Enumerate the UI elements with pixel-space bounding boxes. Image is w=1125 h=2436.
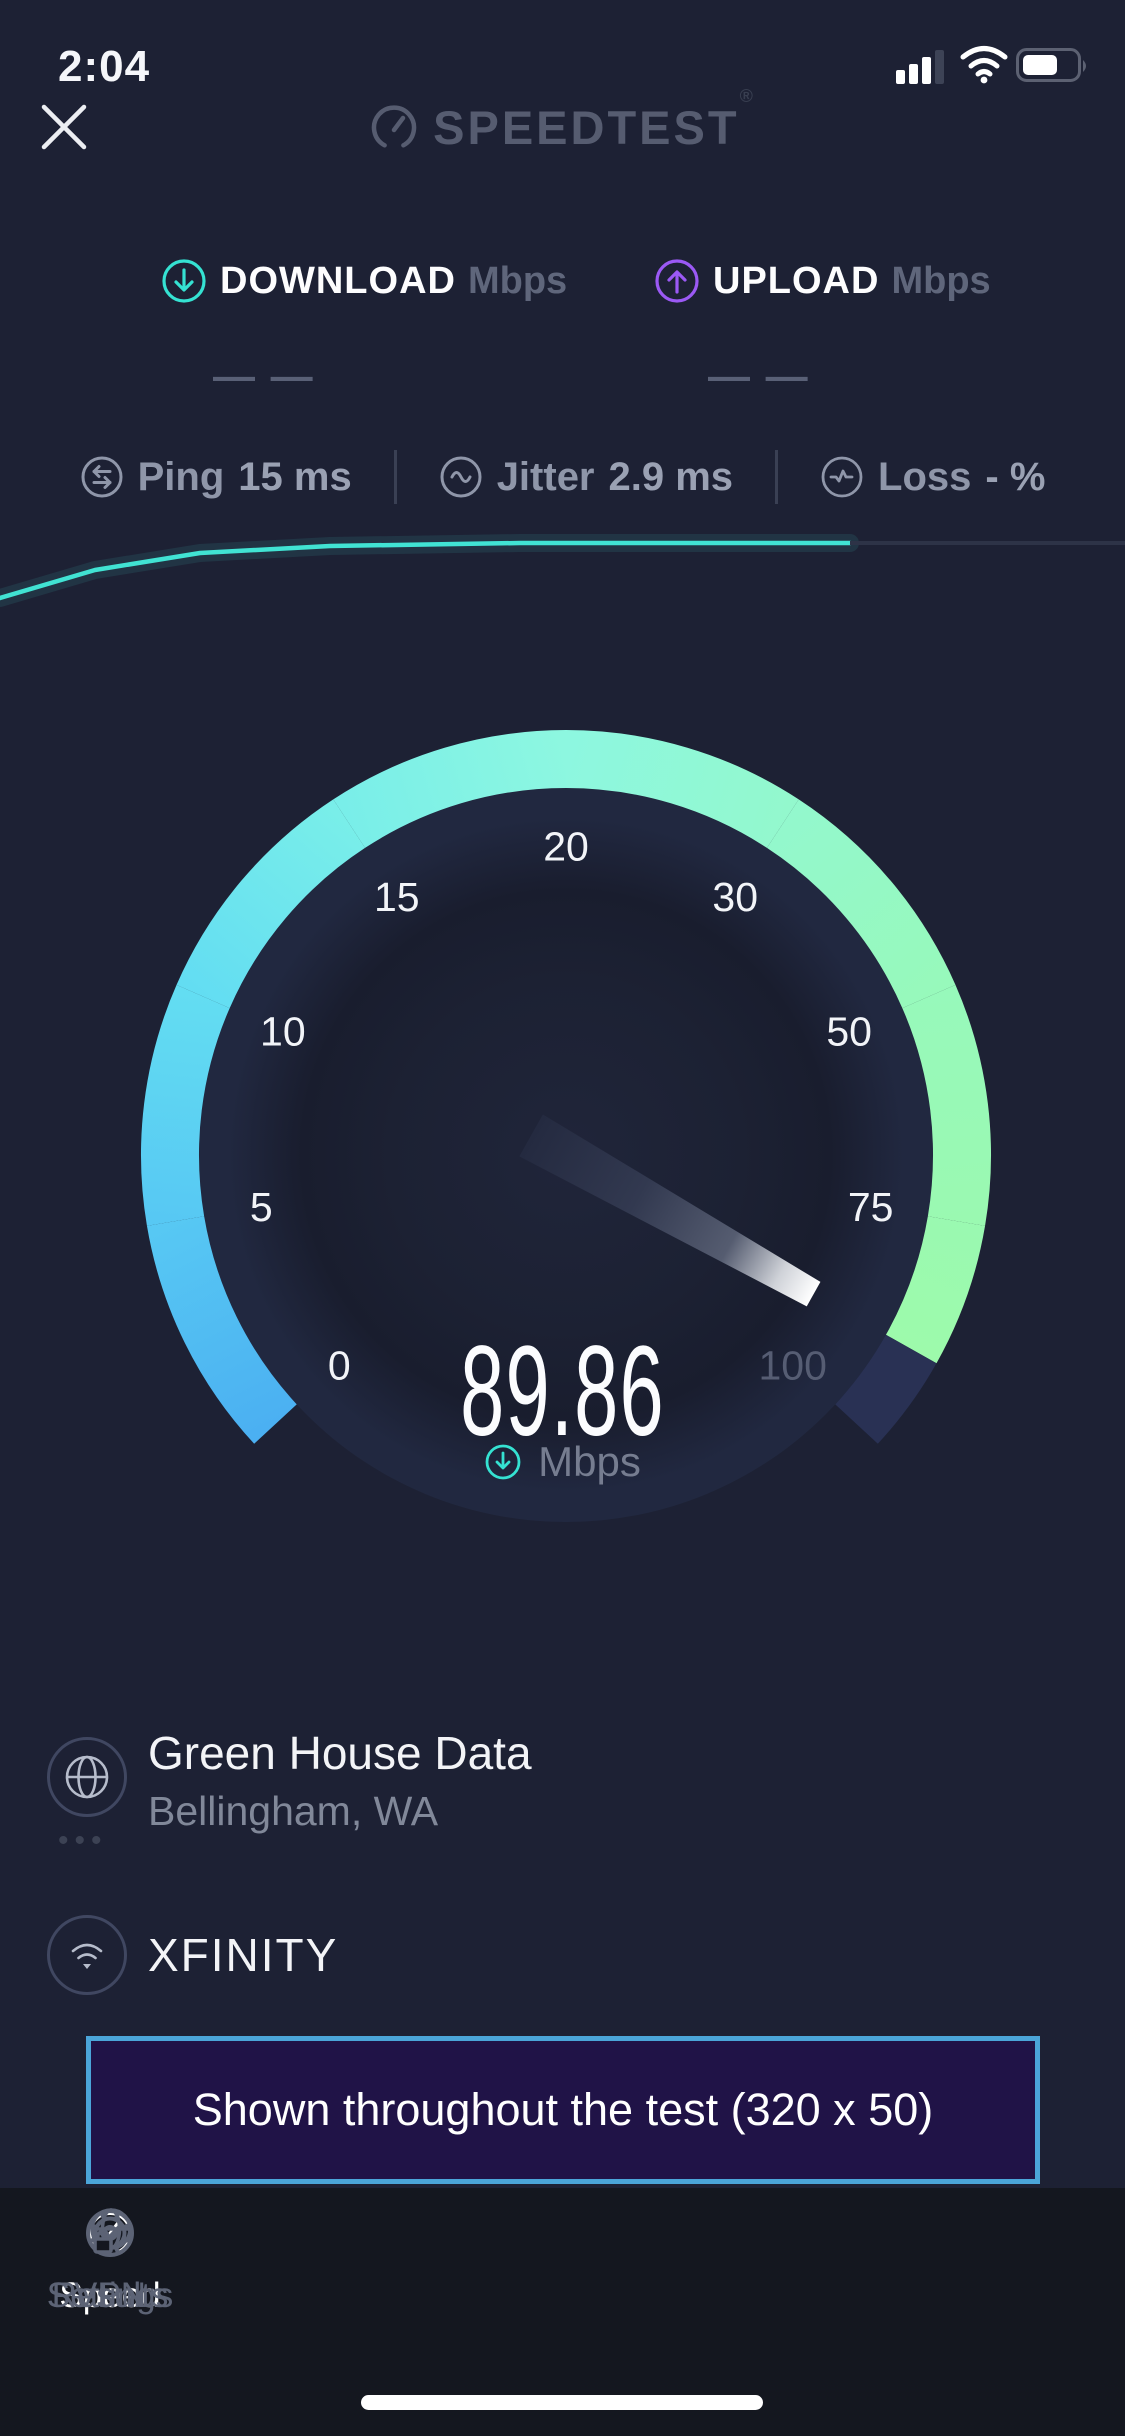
gauge-unit: Mbps (538, 1438, 641, 1485)
svg-text:15: 15 (374, 874, 420, 920)
close-icon[interactable] (40, 103, 88, 151)
upload-icon (653, 257, 701, 305)
app-logo: SPEEDTEST® (0, 86, 1125, 155)
download-label: DOWNLOAD (220, 259, 456, 302)
ad-banner-text: Shown throughout the test (320 x 50) (192, 2084, 934, 2135)
loss-metric: Loss - % (820, 455, 1045, 500)
ping-label: Ping (137, 454, 225, 499)
wifi-circle-icon[interactable] (46, 1914, 128, 1996)
upload-header: UPLOAD Mbps (653, 256, 991, 306)
svg-text:10: 10 (260, 1009, 306, 1055)
trademark-mark: ® (739, 86, 756, 106)
svg-text:30: 30 (712, 874, 758, 920)
home-indicator[interactable] (361, 2395, 763, 2410)
download-small-icon (484, 1443, 522, 1481)
ping-icon (80, 455, 124, 499)
gauge-unit-row: Mbps (0, 1438, 1125, 1486)
tab-label: Results (51, 2276, 169, 2315)
download-value-placeholder: — — (213, 352, 315, 399)
app-logo-text: SPEEDTEST® (433, 86, 756, 154)
svg-text:5: 5 (250, 1184, 273, 1230)
ping-value: 15 ms (238, 454, 352, 499)
tab-label: Speed (59, 2276, 161, 2315)
tab-vpn[interactable]: VPN (0, 2204, 220, 2316)
battery-icon (1016, 48, 1094, 84)
signal-bars-icon (896, 46, 950, 86)
status-time: 2:04 (58, 42, 151, 91)
svg-text:20: 20 (543, 823, 589, 869)
ping-metric: Ping 15 ms (80, 455, 352, 500)
download-unit: Mbps (467, 259, 568, 302)
tab-label: Settings (46, 2276, 174, 2315)
tab-label: VPN (74, 2276, 146, 2315)
jitter-metric: Jitter 2.9 ms (439, 455, 733, 500)
loss-icon (820, 455, 864, 499)
jitter-icon (439, 455, 483, 499)
upload-unit: Mbps (891, 259, 991, 302)
ad-banner[interactable]: Shown throughout the test (320 x 50) (86, 2036, 1040, 2184)
metric-divider (393, 450, 397, 504)
jitter-value: 2.9 ms (608, 454, 734, 499)
latency-metrics-row: Ping 15 ms Jitter 2.9 ms Loss - (0, 450, 1125, 504)
globe-icon[interactable] (46, 1736, 128, 1818)
svg-text:75: 75 (848, 1184, 894, 1230)
server-more-dots[interactable]: ••• (58, 1824, 108, 1857)
server-location: Bellingham, WA (148, 1788, 439, 1834)
isp-name: XFINITY (148, 1929, 339, 1981)
upload-label: UPLOAD (713, 259, 880, 302)
loss-value: - % (985, 454, 1046, 499)
download-header: DOWNLOAD Mbps (160, 256, 567, 306)
gauge-value: 89.86 (460, 1320, 665, 1463)
tab-bar (0, 2188, 1125, 2436)
svg-text:50: 50 (826, 1009, 872, 1055)
wifi-icon (960, 44, 1008, 84)
metric-divider (775, 450, 779, 504)
vpn-globe-lock-icon (81, 2204, 139, 2262)
jitter-label: Jitter (496, 454, 595, 499)
tab-speed[interactable]: Speed (0, 2204, 220, 2316)
upload-value-placeholder: — — (708, 352, 810, 399)
speedtest-logo-icon (369, 103, 419, 153)
loss-label: Loss (878, 454, 972, 499)
server-name: Green House Data (148, 1727, 532, 1779)
download-icon (160, 257, 208, 305)
